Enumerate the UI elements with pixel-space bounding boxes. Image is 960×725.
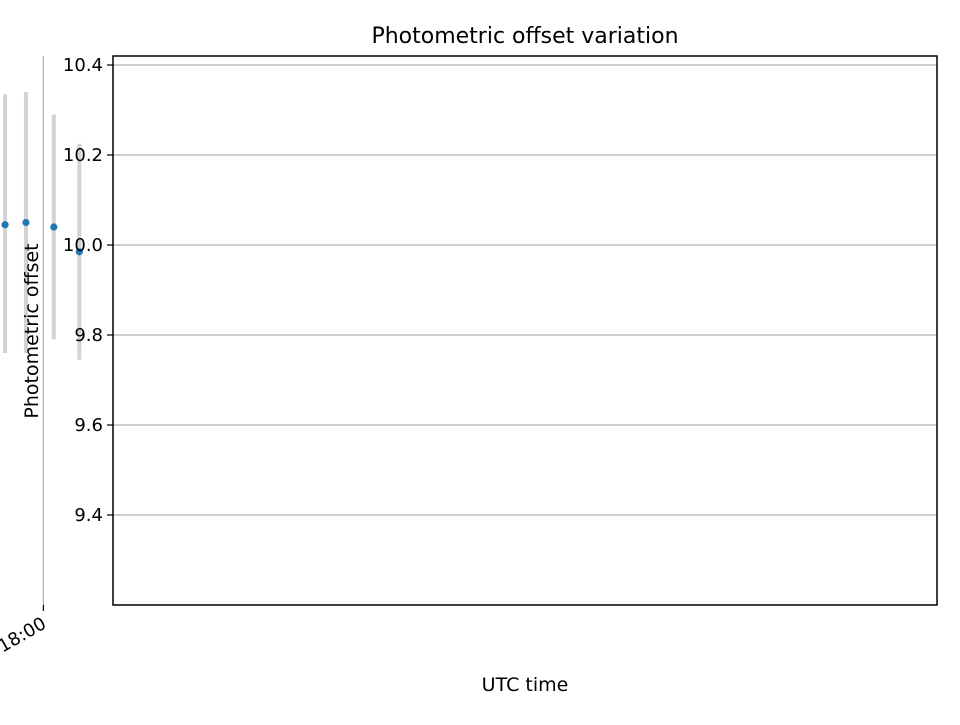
y-tick-label: 10.0 <box>63 235 103 256</box>
point-layer <box>1 218 83 256</box>
data-point <box>75 248 83 256</box>
grid-layer <box>42 56 937 605</box>
chart-title: Photometric offset variation <box>371 24 678 49</box>
plot-area-frame <box>112 55 938 606</box>
y-tick-label: 10.2 <box>63 145 103 166</box>
data-point <box>22 218 30 227</box>
y-tick-label: 9.8 <box>74 325 103 346</box>
y-tick-label: 9.4 <box>74 505 103 526</box>
y-axis-label: Photometric offset <box>21 243 43 418</box>
data-point <box>1 221 9 229</box>
data-point <box>50 223 58 231</box>
y-tick-label: 10.4 <box>63 55 103 76</box>
x-axis-label: UTC time <box>482 674 569 696</box>
y-tick-label: 9.6 <box>74 415 103 436</box>
